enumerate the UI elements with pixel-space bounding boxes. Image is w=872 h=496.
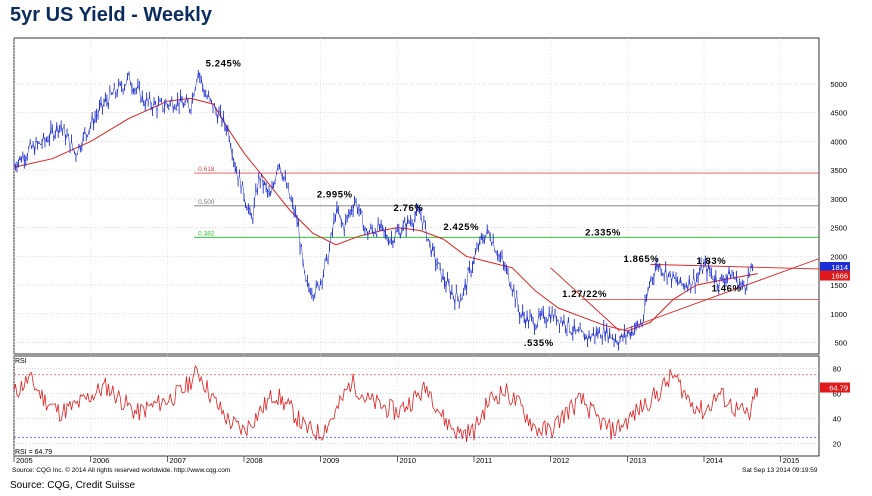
annotation-label: 1.83%: [696, 256, 726, 267]
annotation-label: 1.46%: [712, 283, 742, 294]
price-line: [13, 72, 753, 347]
annotation-label: 1.865%: [624, 254, 660, 265]
footer-copyright: Source: CQG Inc. © 2014 All rights reser…: [12, 467, 231, 474]
x-tick-label: 2008: [246, 456, 263, 465]
y-tick-label: 1000: [830, 310, 847, 319]
annotation-label: 5.245%: [206, 59, 242, 70]
page-title: 5yr US Yield - Weekly: [10, 4, 212, 26]
annotation-label: 1.27/22%: [562, 289, 607, 300]
level-label: 0.500: [198, 199, 215, 206]
x-tick-label: 2005: [16, 456, 33, 465]
x-tick-label: 2006: [93, 456, 110, 465]
y-axis-ticks: 500 1000 1500 2000 2500 3000 3500 4000 4500 5000: [830, 80, 847, 348]
annotation-label: .535%: [524, 338, 554, 349]
level-label: 0.618: [198, 166, 215, 173]
rsi-line: [13, 364, 759, 443]
rsi-value-tag-box: [820, 382, 850, 393]
annotation-label: 2.425%: [443, 222, 479, 233]
annotation-label: 2.76%: [394, 203, 424, 214]
y-tick-label: 4500: [830, 109, 847, 118]
rsi-gridlines: [14, 368, 819, 444]
price-tag-label: 1666: [831, 272, 848, 281]
level-label: 0.382: [198, 230, 215, 237]
annotations: 5.245% 2.995% 2.76% 2.425% 2.335% 1.865% 1.83%…: [206, 59, 742, 349]
x-tick-label: 2015: [783, 456, 800, 465]
rsi-tick-label: 40: [833, 415, 841, 424]
trend-line-flat: [650, 263, 820, 270]
price-bars-layer: [13, 69, 754, 351]
price-tag-box: [820, 270, 850, 281]
rsi-panel-frame: [13, 355, 820, 457]
annotation-label: 2.995%: [317, 190, 353, 201]
fib-levels: 0.618 0.500 0.382: [194, 166, 819, 300]
x-tick-label: 2009: [323, 456, 340, 465]
price-gridlines: [13, 38, 819, 456]
rsi-tick-label: 20: [833, 440, 841, 449]
moving-average-line: [13, 97, 758, 332]
footer-timestamp: Sat Sep 13 2014 09:19:59: [742, 467, 818, 474]
x-tick-label: 2012: [553, 456, 570, 465]
x-tick-label: 2013: [629, 456, 646, 465]
price-tag-label: 1814: [831, 263, 848, 272]
x-axis-ticks: 2005 2006 2007 2008 2009 2010 2011 2012 2013 2014…: [13, 456, 800, 465]
x-tick-label: 2014: [706, 456, 723, 465]
rsi-value-tag: 64.79: [829, 384, 848, 393]
price-panel-frame: [13, 37, 820, 355]
rsi-layer: 20 40 60 80 RSI RSI = 64.79 64.79: [13, 358, 850, 456]
y-tick-label: 3000: [830, 195, 847, 204]
rsi-readout: RSI = 64.79: [15, 449, 52, 456]
y-tick-label: 500: [834, 339, 847, 348]
annotation-label: 2.335%: [585, 228, 621, 239]
y-tick-label: 2000: [830, 252, 847, 261]
x-tick-label: 2007: [169, 456, 186, 465]
trend-lines: [550, 258, 820, 332]
rsi-tick-label: 60: [833, 390, 841, 399]
x-tick-label: 2011: [476, 456, 492, 465]
rsi-tick-label: 80: [833, 365, 841, 374]
x-tick-label: 2010: [399, 456, 416, 465]
price-tag-box: [820, 262, 850, 273]
trend-line-down: [550, 267, 620, 332]
y-tick-label: 4000: [830, 137, 847, 146]
rsi-panel-label: RSI: [15, 358, 27, 365]
y-tick-label: 5000: [830, 80, 847, 89]
y-tick-label: 3500: [830, 166, 847, 175]
source-note: Source: CQG, Credit Suisse: [10, 480, 136, 491]
moving-average-layer: [13, 97, 758, 332]
y-tick-label: 2500: [830, 224, 847, 233]
trend-line-up: [623, 258, 820, 331]
y-tick-label: 1500: [830, 281, 847, 290]
